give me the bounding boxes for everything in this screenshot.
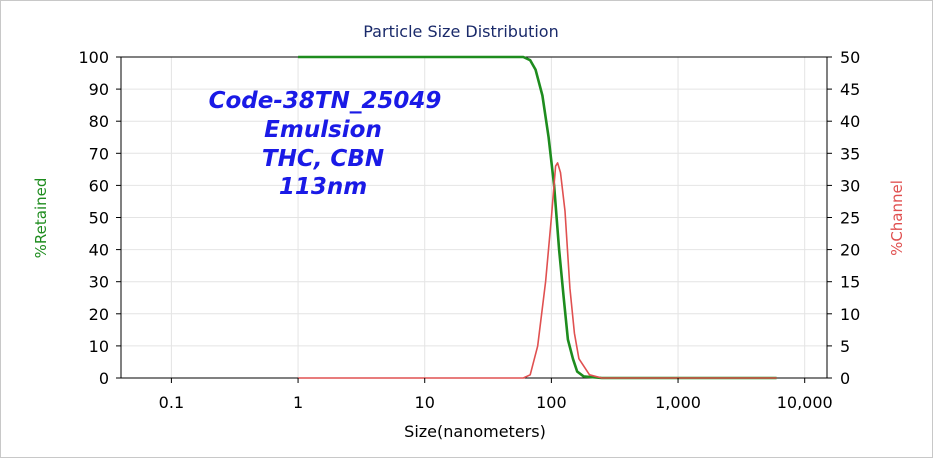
tick-layer: 0 10 20 30 40 50 60 70 80 90 100 0 5 10 15 20 25 30 35 40 45…	[78, 48, 860, 412]
y-tick-label-right-35: 35	[840, 144, 860, 163]
x-tick-label-1,000: 1,000	[655, 393, 701, 412]
annotation-compounds: THC, CBN	[262, 146, 384, 172]
chart-title: Particle Size Distribution	[363, 22, 558, 41]
y-tick-label-left-90: 90	[89, 80, 109, 99]
y-axis-label-right: %Channel	[888, 180, 906, 256]
y-tick-label-right-10: 10	[840, 305, 860, 324]
x-tick-label-100: 100	[536, 393, 567, 412]
x-tick-label-0.1: 0.1	[159, 393, 184, 412]
series-layer	[298, 55, 777, 380]
y-tick-label-left-80: 80	[89, 112, 109, 131]
y-tick-label-right-0: 0	[840, 369, 850, 388]
y-tick-label-left-10: 10	[89, 337, 109, 356]
y-axis-label-left: %Retained	[32, 178, 50, 259]
y-tick-label-left-100: 100	[78, 48, 109, 67]
series-line-channel	[298, 162, 777, 379]
annotation-emulsion: Emulsion	[264, 117, 382, 143]
y-tick-label-right-15: 15	[840, 273, 860, 292]
x-tick-label-10,000: 10,000	[777, 393, 833, 412]
y-tick-label-right-20: 20	[840, 241, 860, 260]
y-tick-label-right-30: 30	[840, 176, 860, 195]
x-tick-label-1: 1	[293, 393, 303, 412]
y-tick-label-right-45: 45	[840, 80, 860, 99]
y-tick-label-left-30: 30	[89, 273, 109, 292]
y-tick-label-right-25: 25	[840, 209, 860, 228]
y-tick-label-right-40: 40	[840, 112, 860, 131]
y-tick-label-left-60: 60	[89, 176, 109, 195]
annotation-code: Code-38TN_25049	[209, 88, 442, 114]
series-line-retained	[298, 55, 777, 380]
y-tick-label-left-50: 50	[89, 209, 109, 228]
annotation-size: 113nm	[279, 174, 367, 200]
y-tick-label-left-70: 70	[89, 144, 109, 163]
x-axis-label: Size(nanometers)	[404, 422, 546, 441]
y-tick-label-left-20: 20	[89, 305, 109, 324]
x-tick-label-10: 10	[415, 393, 435, 412]
y-tick-label-right-50: 50	[840, 48, 860, 67]
y-tick-label-left-40: 40	[89, 241, 109, 260]
y-tick-label-left-0: 0	[99, 369, 109, 388]
y-tick-label-right-5: 5	[840, 337, 850, 356]
